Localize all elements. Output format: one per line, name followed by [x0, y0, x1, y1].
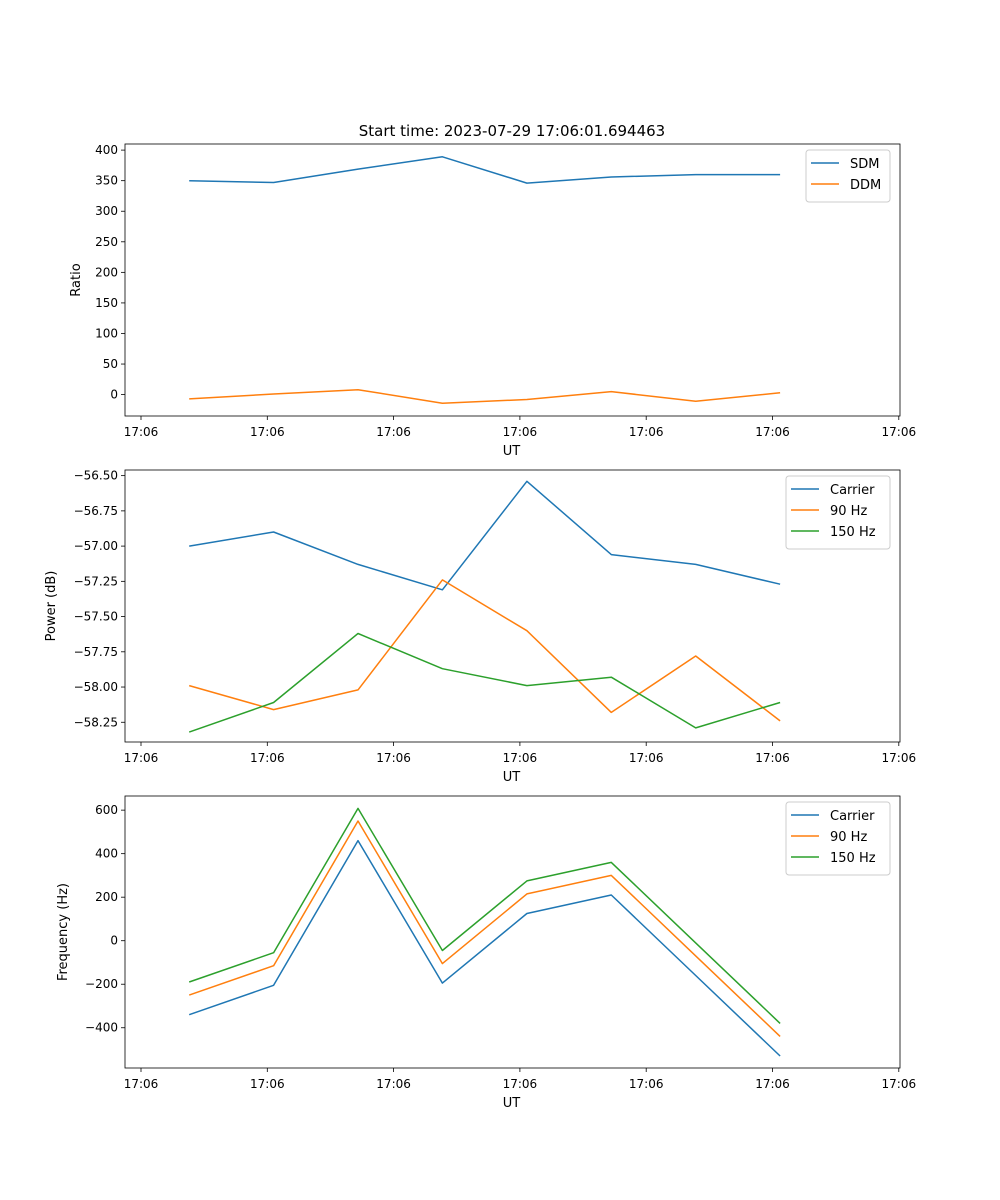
y-tick-label: 400 [95, 143, 118, 157]
legend: SDM DDM [805, 149, 891, 203]
legend-label: 150 Hz [830, 851, 876, 866]
legend-label: 90 Hz [830, 830, 867, 845]
x-tick-label: 17:06 [882, 425, 917, 439]
y-tick-label: 50 [103, 357, 118, 371]
x-tick-label: 17:06 [250, 751, 285, 765]
x-tick-label: 17:06 [250, 425, 285, 439]
y-tick-label: −58.25 [74, 715, 118, 729]
series-line-90-hz [188, 579, 781, 722]
y-tick-label: 350 [95, 174, 118, 188]
x-tick-label: 17:06 [629, 425, 664, 439]
y-tick-label: 300 [95, 204, 118, 218]
x-tick-label: 17:06 [882, 1077, 917, 1091]
y-axis-label: Power (dB) [44, 571, 59, 642]
y-tick-label: 200 [95, 265, 118, 279]
axes-frame [124, 143, 901, 417]
x-axis-label: UT [503, 1096, 521, 1111]
x-tick-label: 17:06 [503, 751, 538, 765]
figure-title: Start time: 2023-07-29 17:06:01.694463 [359, 122, 665, 140]
x-tick-label: 17:06 [376, 1077, 411, 1091]
series-line-carrier [189, 480, 781, 591]
axes-frame [124, 469, 901, 743]
y-tick-label: 0 [110, 388, 118, 402]
y-tick-label: 100 [95, 326, 118, 340]
x-axis-label: UT [503, 770, 521, 785]
x-axis-label: UT [503, 444, 521, 459]
series-line-90-hz [188, 820, 781, 1037]
chart-panel-1: 0 50 100 150 200 250 300 350 400 17:06 17:06 17:06 1… [69, 143, 917, 459]
legend: Carrier 90 Hz 150 Hz [785, 475, 891, 550]
y-tick-label: 150 [95, 296, 118, 310]
x-tick-label: 17:06 [124, 751, 159, 765]
y-tick-label: −57.25 [74, 574, 118, 588]
legend-label: 150 Hz [830, 525, 876, 540]
chart-panel-3: −400 −200 0 200 400 600 17:06 17:06 17:06 17:06 17… [56, 795, 917, 1111]
series-line-ddm [189, 388, 781, 404]
x-tick-label: 17:06 [755, 425, 790, 439]
x-tick-label: 17:06 [629, 751, 664, 765]
x-tick-label: 17:06 [755, 751, 790, 765]
y-tick-label: −57.00 [74, 539, 118, 553]
y-tick-label: −58.00 [74, 680, 118, 694]
x-tick-label: 17:06 [503, 425, 538, 439]
series-line-150-hz [188, 632, 781, 733]
y-tick-label: −400 [85, 1021, 118, 1035]
legend-label: DDM [850, 178, 881, 193]
legend-label: Carrier [830, 809, 875, 824]
series-line-carrier [188, 839, 781, 1057]
series-line-sdm [189, 156, 781, 184]
y-tick-label: −57.75 [74, 645, 118, 659]
y-tick-label: −57.50 [74, 610, 118, 624]
axes-frame [124, 795, 901, 1069]
legend-label: Carrier [830, 483, 875, 498]
x-tick-label: 17:06 [250, 1077, 285, 1091]
x-tick-label: 17:06 [629, 1077, 664, 1091]
x-tick-label: 17:06 [503, 1077, 538, 1091]
chart-panel-2: −58.25 −58.00 −57.75 −57.50 −57.25 −57.00 −56.… [44, 469, 917, 785]
y-tick-label: −56.50 [74, 469, 118, 483]
series-line-150-hz [188, 807, 781, 1024]
y-tick-label: 200 [95, 890, 118, 904]
x-tick-label: 17:06 [124, 425, 159, 439]
x-tick-label: 17:06 [755, 1077, 790, 1091]
x-tick-label: 17:06 [882, 751, 917, 765]
x-tick-label: 17:06 [124, 1077, 159, 1091]
y-tick-label: −200 [85, 977, 118, 991]
x-tick-label: 17:06 [376, 425, 411, 439]
legend-label: 90 Hz [830, 504, 867, 519]
y-tick-label: 600 [95, 803, 118, 817]
y-tick-label: −56.75 [74, 504, 118, 518]
y-tick-label: 0 [110, 934, 118, 948]
y-tick-label: 250 [95, 235, 118, 249]
legend: Carrier 90 Hz 150 Hz [785, 801, 891, 876]
y-tick-label: 400 [95, 847, 118, 861]
y-axis-label: Ratio [69, 263, 84, 296]
y-axis-label: Frequency (Hz) [56, 883, 71, 981]
x-tick-label: 17:06 [376, 751, 411, 765]
legend-label: SDM [850, 157, 879, 172]
